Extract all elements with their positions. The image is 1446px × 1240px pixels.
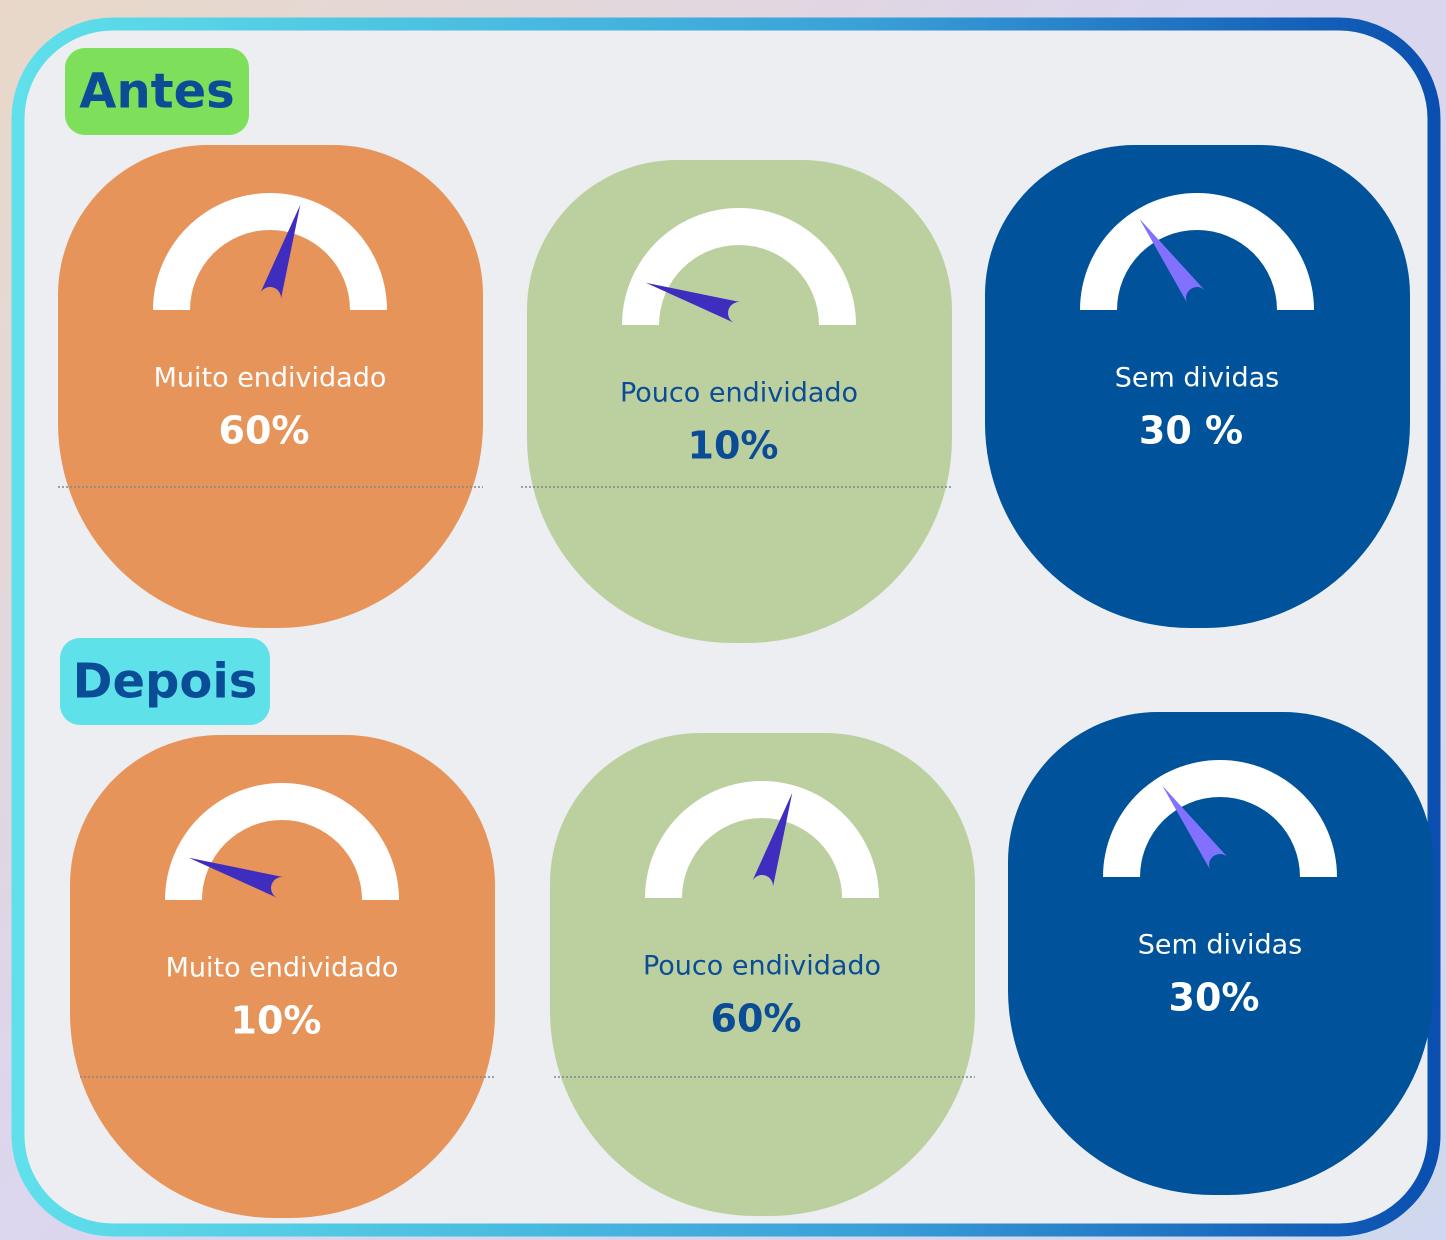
gauge-needle: [645, 282, 743, 324]
section-title: Depois: [73, 654, 258, 710]
section-badge: [65, 48, 249, 135]
card-value: 10%: [688, 424, 779, 468]
card-label: Pouco endividado: [643, 951, 881, 982]
gauge-arc: [622, 208, 856, 325]
card-value: 10%: [231, 999, 322, 1043]
section-title: Antes: [79, 64, 234, 120]
card-label: Muito endividado: [166, 953, 399, 984]
gauge-needle: [751, 792, 793, 890]
card-label: Pouco endividado: [620, 378, 858, 409]
card-label: Sem dividas: [1115, 363, 1280, 394]
gauge-arc: [1103, 760, 1337, 877]
gauge-arc: [645, 781, 879, 898]
gauge-arc: [1080, 193, 1314, 310]
gauge-needle: [1162, 785, 1229, 872]
gauge-needle: [259, 204, 301, 302]
card-value: 30%: [1169, 976, 1260, 1020]
card-label: Sem dividas: [1138, 930, 1303, 961]
section-badge: [60, 638, 270, 725]
gauge-needle: [188, 857, 286, 899]
gauge-arc: [165, 783, 399, 900]
gauge-arc: [153, 193, 387, 310]
gauge-needle: [1139, 218, 1206, 305]
card-label: Muito endividado: [154, 363, 387, 394]
card-value: 60%: [711, 997, 802, 1041]
card-value: 30 %: [1139, 409, 1243, 453]
card-value: 60%: [219, 409, 310, 453]
